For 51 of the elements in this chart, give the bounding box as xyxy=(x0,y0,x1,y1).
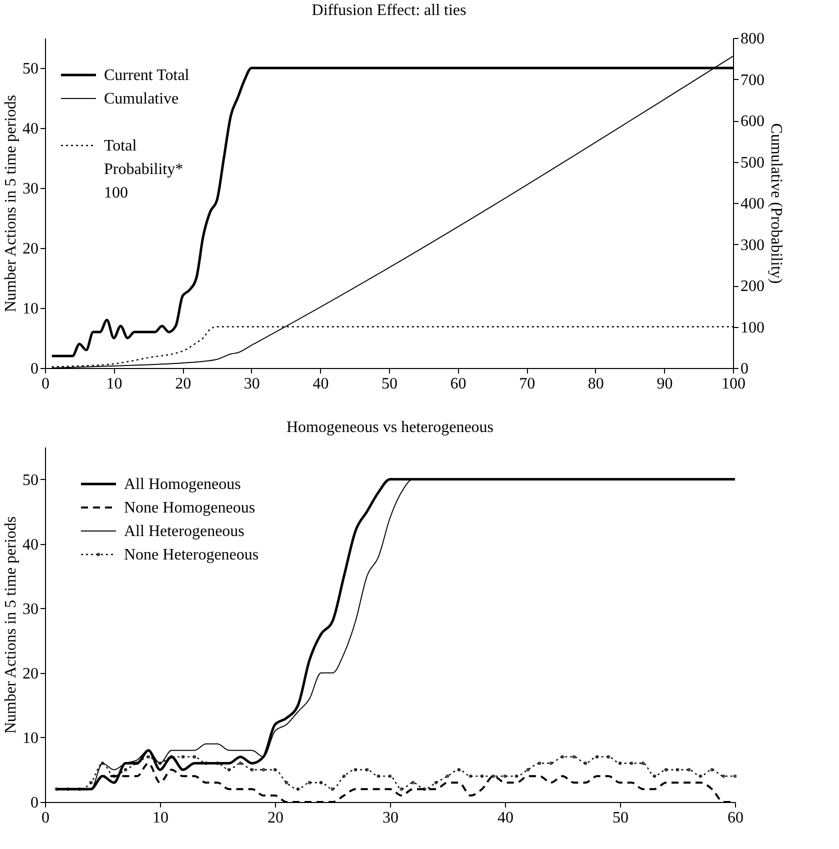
x-tick-label: 80 xyxy=(588,376,604,392)
y-tick-label: 20 xyxy=(22,665,38,682)
y2-tick-label: 200 xyxy=(740,278,764,295)
x-tick-label: 0 xyxy=(42,376,50,392)
x-tick-label: 40 xyxy=(312,376,329,392)
y-tick-label: 50 xyxy=(22,60,38,78)
x-tick-label: 20 xyxy=(268,810,284,826)
y-tick-label: 20 xyxy=(22,240,38,258)
x-tick-label: 90 xyxy=(656,376,673,392)
x-tick-label: 10 xyxy=(152,810,168,826)
y2-tick-label: 700 xyxy=(740,72,764,89)
legend-label: None Heterogeneous xyxy=(124,546,259,564)
legend-label: None Homogeneous xyxy=(124,500,256,516)
y2-tick-label: 800 xyxy=(740,30,764,48)
y2-axis-title: Cumulative (Probability) xyxy=(768,123,784,284)
y-tick-label: 30 xyxy=(22,180,38,198)
y2-tick-label: 300 xyxy=(740,236,764,254)
x-tick-label: 40 xyxy=(498,810,514,826)
y2-tick-label: 600 xyxy=(740,113,764,130)
y-tick-label: 30 xyxy=(22,600,38,618)
legend-label: Total Probability* 100 xyxy=(104,138,184,202)
y-tick-label: 40 xyxy=(22,536,38,554)
x-tick-label: 30 xyxy=(382,810,398,826)
x-tick-label: 50 xyxy=(612,810,628,826)
x-tick-label: 100 xyxy=(722,376,746,392)
x-tick-label: 60 xyxy=(450,376,466,392)
x-tick-label: 20 xyxy=(175,376,192,392)
legend-label: All Homogeneous xyxy=(124,476,241,493)
y-axis-title: Number Actions in 5 time periods xyxy=(2,94,20,312)
y-tick-label: 10 xyxy=(22,730,38,747)
y2-tick-label: 100 xyxy=(740,319,764,336)
chart-title: Homogeneous vs heterogeneous xyxy=(286,419,494,436)
x-tick-label: 50 xyxy=(382,376,398,392)
y2-tick-label: 0 xyxy=(740,360,748,378)
x-tick-label: 30 xyxy=(244,376,260,392)
x-tick-label: 0 xyxy=(42,810,50,826)
x-tick-label: 70 xyxy=(519,376,536,392)
chart-title: Diffusion Effect: all ties xyxy=(312,2,466,19)
y-tick-label: 40 xyxy=(22,120,38,138)
legend-label: Cumulative xyxy=(104,90,179,108)
y2-tick-label: 500 xyxy=(740,154,764,172)
legend-label: All Heterogeneous xyxy=(124,523,244,540)
y2-tick-label: 400 xyxy=(740,196,764,212)
legend-label: Current Total xyxy=(104,67,190,84)
x-tick-label: 10 xyxy=(106,376,122,392)
y-tick-label: 10 xyxy=(22,300,38,318)
x-tick-label: 60 xyxy=(728,810,744,826)
y-tick-label: 0 xyxy=(30,360,38,378)
y-tick-label: 0 xyxy=(30,794,38,812)
y-tick-label: 50 xyxy=(22,472,38,489)
y-axis-title: Number Actions in 5 time periods xyxy=(2,516,20,734)
